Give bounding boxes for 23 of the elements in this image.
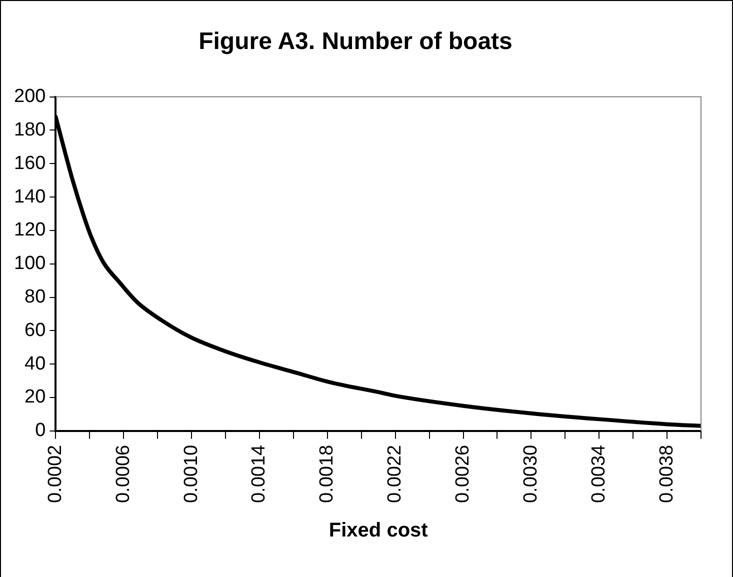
y-tick-label: 80 (24, 286, 46, 308)
x-tick-label: 0.0026 (452, 444, 474, 504)
y-tick-label: 120 (14, 220, 46, 241)
x-tick-label: 0.0010 (180, 444, 202, 504)
y-tick-label: 40 (24, 353, 46, 374)
y-tick-label: 180 (14, 119, 46, 140)
y-tick-label: 100 (14, 253, 46, 274)
x-axis-title: Fixed cost (328, 520, 428, 542)
y-tick-label: 0 (35, 420, 46, 442)
y-tick-label: 60 (24, 320, 46, 341)
x-tick-label: 0.0038 (656, 444, 678, 504)
x-tick-label: 0.0002 (44, 444, 66, 504)
x-tick-label: 0.0014 (248, 444, 270, 504)
x-tick-label: 0.0018 (316, 444, 338, 504)
chart-title: Figure A3. Number of boats (198, 28, 512, 56)
y-tick-label: 200 (14, 86, 46, 108)
y-tick-label: 160 (14, 152, 46, 174)
x-tick-label: 0.0022 (384, 444, 406, 504)
x-tick-label: 0.0034 (588, 444, 610, 504)
x-tick-label: 0.0006 (112, 444, 134, 504)
y-tick-label: 140 (14, 186, 46, 208)
x-tick-label: 0.0030 (520, 444, 542, 504)
y-tick-label: 20 (24, 386, 46, 408)
